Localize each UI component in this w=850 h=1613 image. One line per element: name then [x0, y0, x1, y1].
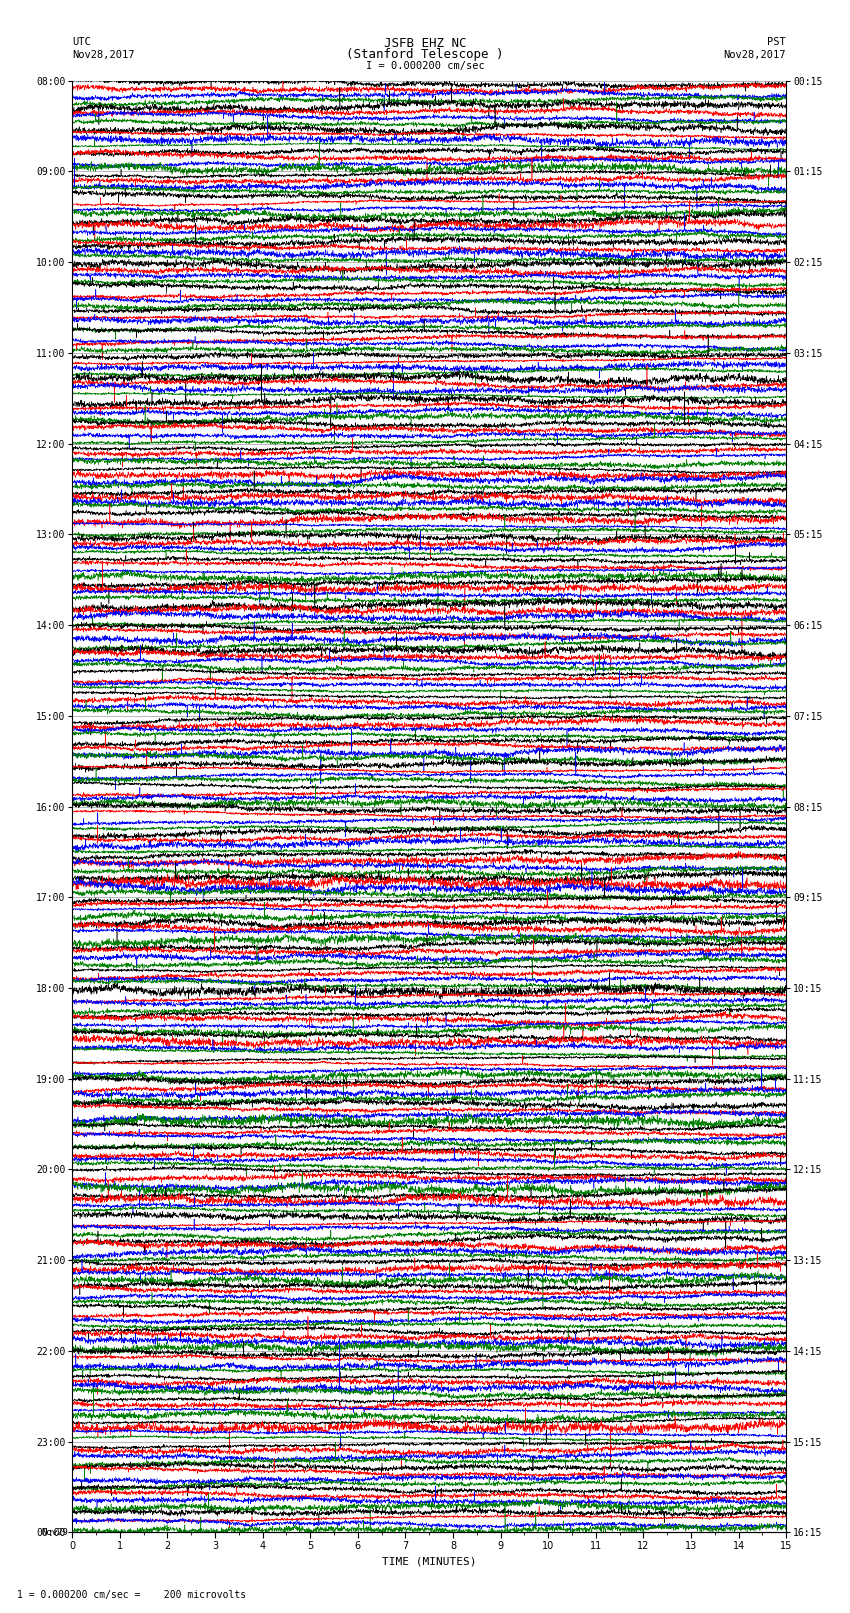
Text: JSFB EHZ NC: JSFB EHZ NC	[383, 37, 467, 50]
Text: Nov28,2017: Nov28,2017	[723, 50, 786, 60]
X-axis label: TIME (MINUTES): TIME (MINUTES)	[382, 1557, 477, 1566]
Text: (Stanford Telescope ): (Stanford Telescope )	[346, 48, 504, 61]
Text: I = 0.000200 cm/sec: I = 0.000200 cm/sec	[366, 61, 484, 71]
Text: UTC: UTC	[72, 37, 91, 47]
Text: Nov29: Nov29	[41, 1528, 68, 1537]
Text: Nov28,2017: Nov28,2017	[72, 50, 135, 60]
Text: PST: PST	[768, 37, 786, 47]
Text: 1 = 0.000200 cm/sec =    200 microvolts: 1 = 0.000200 cm/sec = 200 microvolts	[17, 1590, 246, 1600]
